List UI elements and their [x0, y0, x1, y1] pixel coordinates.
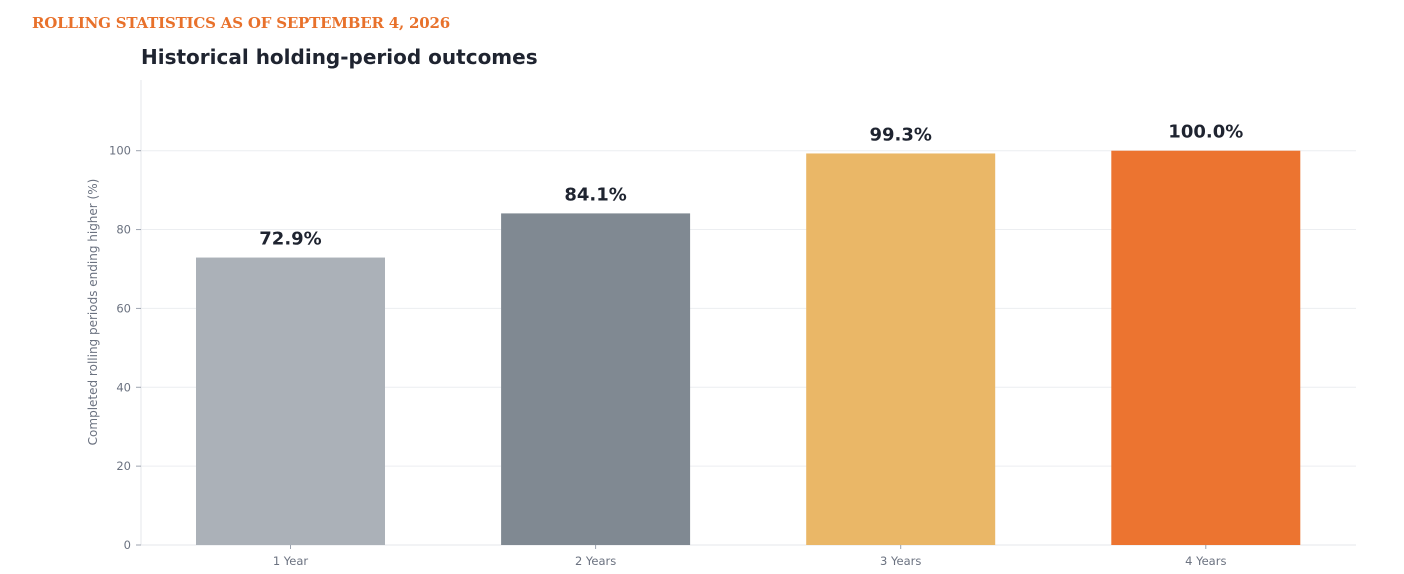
data-label-4: 100.0%: [1168, 122, 1243, 143]
bar-3: [806, 153, 996, 546]
y-tick-label-20: 20: [116, 459, 131, 473]
chart-title: Historical holding-period outcomes: [141, 45, 538, 69]
y-tick-label-60: 60: [116, 301, 131, 315]
y-tick-labels: 0 20 40 60 80 100: [109, 144, 141, 552]
y-tick-label-80: 80: [116, 223, 131, 237]
x-tick-label-2: 2 Years: [575, 554, 616, 568]
x-tick-labels: 1 Year 2 Years 3 Years 4 Years: [273, 545, 1226, 568]
bars: [196, 150, 1301, 546]
kicker-heading: ROLLING STATISTICS AS OF SEPTEMBER 4, 20…: [32, 14, 450, 32]
x-tick-label-1: 1 Year: [273, 554, 309, 568]
y-axis-title: Completed rolling periods ending higher …: [86, 179, 100, 446]
y-tick-label-0: 0: [124, 538, 131, 552]
y-tick-label-40: 40: [116, 380, 131, 394]
data-label-3: 99.3%: [869, 124, 931, 145]
data-label-2: 84.1%: [564, 184, 626, 205]
data-labels: 72.9% 84.1% 99.3% 100.0%: [259, 122, 1243, 250]
data-label-1: 72.9%: [259, 229, 321, 250]
x-tick-label-3: 3 Years: [880, 554, 921, 568]
x-tick-label-4: 4 Years: [1185, 554, 1226, 568]
bar-4: [1111, 150, 1301, 545]
bar-2: [501, 213, 691, 545]
y-tick-label-100: 100: [109, 144, 131, 158]
bar-1: [196, 257, 385, 545]
